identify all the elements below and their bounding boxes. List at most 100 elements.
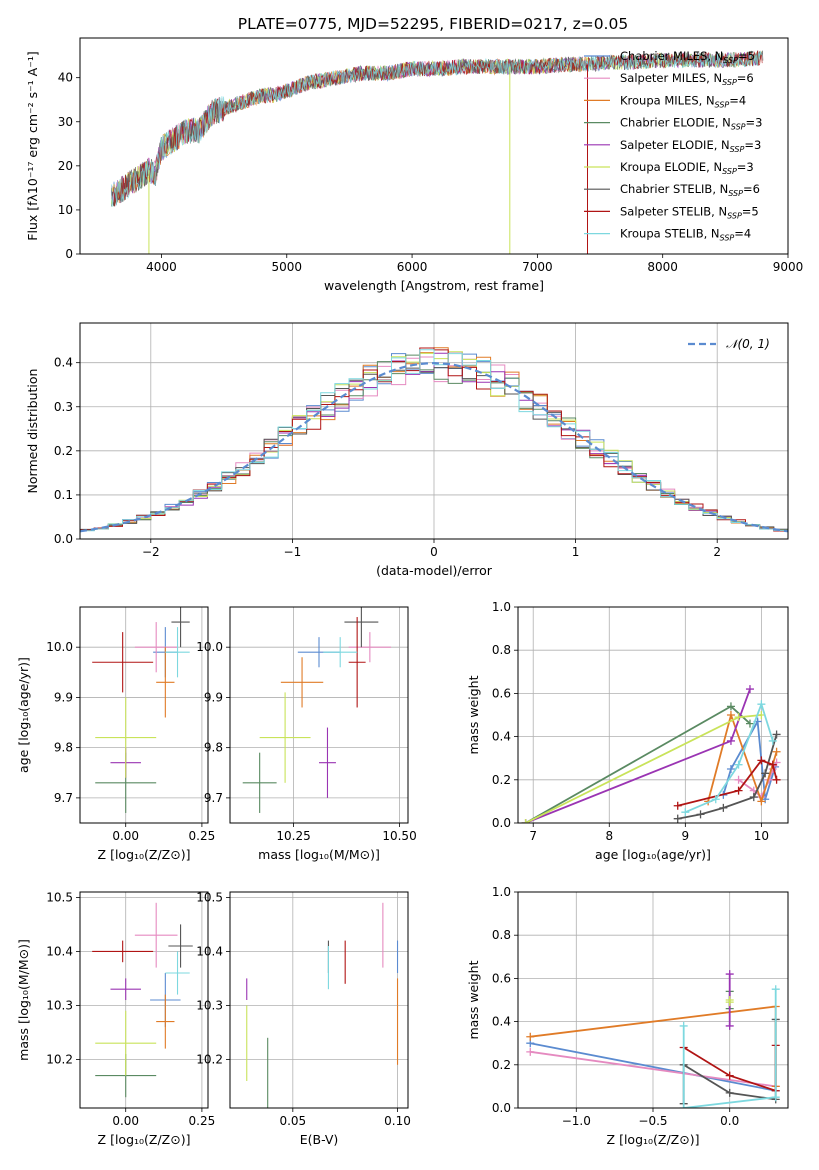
legend-label: Salpeter STELIB, N bbox=[620, 204, 727, 218]
weight-marker-kroupa_stelib bbox=[679, 1021, 688, 1030]
weight-marker-salpeter_stelib bbox=[772, 775, 781, 784]
axes-frame bbox=[229, 606, 409, 824]
x-tick-label: 7000 bbox=[522, 260, 553, 274]
normal-curve bbox=[80, 361, 788, 533]
weight-lines bbox=[521, 685, 781, 823]
y-axis-label: age [log₁₀(age/yr)] bbox=[16, 657, 31, 773]
y-tick-label: 9.9 bbox=[204, 690, 223, 704]
errorbars bbox=[92, 902, 193, 1098]
legend-suffix: =6 bbox=[737, 71, 754, 85]
y-tick-label: 1.0 bbox=[492, 600, 511, 614]
y-tick-label: 0.8 bbox=[492, 928, 511, 942]
x-tick-label: 0.10 bbox=[384, 1114, 411, 1128]
legend-subscript: SSP bbox=[722, 78, 737, 87]
y-tick-label: 0.4 bbox=[54, 356, 73, 370]
weight-marker-kroupa_stelib bbox=[768, 736, 777, 745]
y-tick-label: 10.4 bbox=[196, 944, 223, 958]
weight-marker-chabrier_stelib bbox=[725, 1088, 734, 1097]
legend-entry: Salpeter MILES, NSSP=6 bbox=[620, 71, 754, 87]
weight-marker-kroupa_miles bbox=[772, 747, 781, 756]
x-tick-label: 7 bbox=[529, 829, 537, 843]
weight_vs_age-panel: 7 8 9 10 0.0 0.2 0.4 0.6 0.8 1.0 age [log₁₀(age/yr… bbox=[466, 600, 789, 862]
x-axis-label: (data-model)/error bbox=[376, 563, 493, 578]
y-tick-label: 20 bbox=[58, 159, 73, 173]
y-tick-label: 10.3 bbox=[46, 998, 73, 1012]
y-axis-label: Flux [fλ10⁻¹⁷ erg cm⁻² s⁻¹ A⁻¹] bbox=[25, 51, 40, 240]
legend-label: Salpeter MILES, N bbox=[620, 71, 722, 85]
legend-label: Kroupa STELIB, N bbox=[620, 227, 720, 241]
weight-line-chabrier_miles bbox=[530, 1042, 776, 1092]
weight-lines bbox=[526, 970, 780, 1108]
weight-marker-chabrier_miles bbox=[726, 765, 735, 773]
y-tick-label: 0.6 bbox=[492, 971, 511, 985]
y-tick-label: 0.2 bbox=[492, 1058, 511, 1072]
errorbars bbox=[246, 902, 399, 1108]
legend-label: Chabrier MILES, N bbox=[620, 49, 723, 63]
legend-subscript: SSP bbox=[728, 189, 743, 198]
y-tick-label: 0.2 bbox=[492, 773, 511, 787]
y-tick-label: 9.7 bbox=[204, 791, 223, 805]
legend-suffix: =3 bbox=[744, 138, 761, 152]
weight-marker-kroupa_miles bbox=[726, 711, 735, 719]
weight-marker-kroupa_elodie bbox=[725, 998, 734, 1007]
weight-line-salpeter_miles bbox=[530, 1050, 776, 1088]
axes-frame bbox=[79, 37, 789, 255]
legend-subscript: SSP bbox=[715, 100, 730, 109]
legend-subscript: SSP bbox=[723, 56, 738, 65]
figure-title: PLATE=0775, MJD=52295, FIBERID=0217, z=0… bbox=[238, 15, 628, 33]
y-tick-label: 0.3 bbox=[54, 400, 73, 414]
y-tick-label: 10.0 bbox=[196, 640, 223, 654]
y-tick-label: 0.4 bbox=[492, 1015, 511, 1029]
weight-marker-chabrier_stelib bbox=[673, 814, 682, 823]
weight-marker-chabrier_stelib bbox=[749, 793, 758, 802]
y-tick-label: 1.0 bbox=[492, 885, 511, 899]
x-tick-label: 10.50 bbox=[382, 829, 416, 843]
legend-label: Chabrier STELIB, N bbox=[620, 182, 728, 196]
y-tick-label: 0.0 bbox=[492, 1101, 511, 1115]
y-tick-label: 0 bbox=[65, 247, 73, 261]
weight-marker-salpeter_elodie bbox=[725, 970, 734, 979]
spectrum-lines bbox=[110, 50, 764, 254]
y-tick-label: 9.8 bbox=[54, 741, 73, 755]
y-tick-label: 10.4 bbox=[46, 944, 73, 958]
y-tick-label: 9.8 bbox=[204, 741, 223, 755]
legend-suffix: =3 bbox=[737, 160, 754, 174]
x-tick-label: 1 bbox=[572, 545, 580, 559]
x-axis-label: age [log₁₀(age/yr)] bbox=[595, 847, 711, 862]
weight-marker-salpeter_miles bbox=[526, 1047, 535, 1056]
x-axis-label: Z [log₁₀(Z/Z⊙)] bbox=[98, 1132, 191, 1147]
spectrum-panel: 4000 5000 6000 7000 8000 9000 0 10 20 30 40 wavelen… bbox=[25, 37, 803, 293]
weight-marker-kroupa_stelib bbox=[679, 1104, 688, 1108]
legend-label: Chabrier ELODIE, N bbox=[620, 116, 731, 130]
weight-marker-salpeter_stelib bbox=[734, 786, 743, 795]
legend-label: Kroupa ELODIE, N bbox=[620, 160, 722, 174]
y-tick-label: 0.0 bbox=[492, 816, 511, 830]
axes-frame bbox=[229, 891, 409, 1109]
x-tick-label: 8000 bbox=[647, 260, 678, 274]
legend-subscript: SSP bbox=[730, 145, 745, 154]
axes-frame bbox=[517, 606, 789, 824]
x-axis-label: Z [log₁₀(Z/Z⊙)] bbox=[98, 847, 191, 862]
x-tick-label: 0 bbox=[430, 545, 438, 559]
weight-marker-kroupa_stelib bbox=[771, 1093, 780, 1102]
x-tick-label: 10 bbox=[754, 829, 769, 843]
legend-subscript: SSP bbox=[722, 167, 737, 176]
weight-line-chabrier_stelib bbox=[677, 734, 778, 820]
legend-entry: Kroupa ELODIE, NSSP=3 bbox=[620, 160, 754, 176]
x-tick-label: 0.25 bbox=[189, 829, 216, 843]
y-tick-label: 9.9 bbox=[54, 690, 73, 704]
y-tick-label: 10.3 bbox=[196, 998, 223, 1012]
legend-suffix: =5 bbox=[742, 204, 759, 218]
x-tick-label: 8 bbox=[605, 829, 613, 843]
y-tick-label: 30 bbox=[58, 115, 73, 129]
weight-marker-kroupa_stelib bbox=[681, 808, 690, 817]
x-tick-label: 4000 bbox=[146, 260, 177, 274]
weight-marker-chabrier_stelib bbox=[761, 769, 770, 778]
y-axis-label: mass [log₁₀(M/M⊙)] bbox=[16, 939, 31, 1061]
y-axis-label: mass weight bbox=[466, 960, 481, 1039]
x-tick-label: 6000 bbox=[397, 260, 428, 274]
weight-marker-salpeter_stelib bbox=[757, 756, 766, 765]
y-axis-label: Normed distribution bbox=[25, 369, 40, 494]
x-tick-label: 9 bbox=[682, 829, 690, 843]
weight-marker-kroupa_stelib bbox=[711, 795, 720, 804]
